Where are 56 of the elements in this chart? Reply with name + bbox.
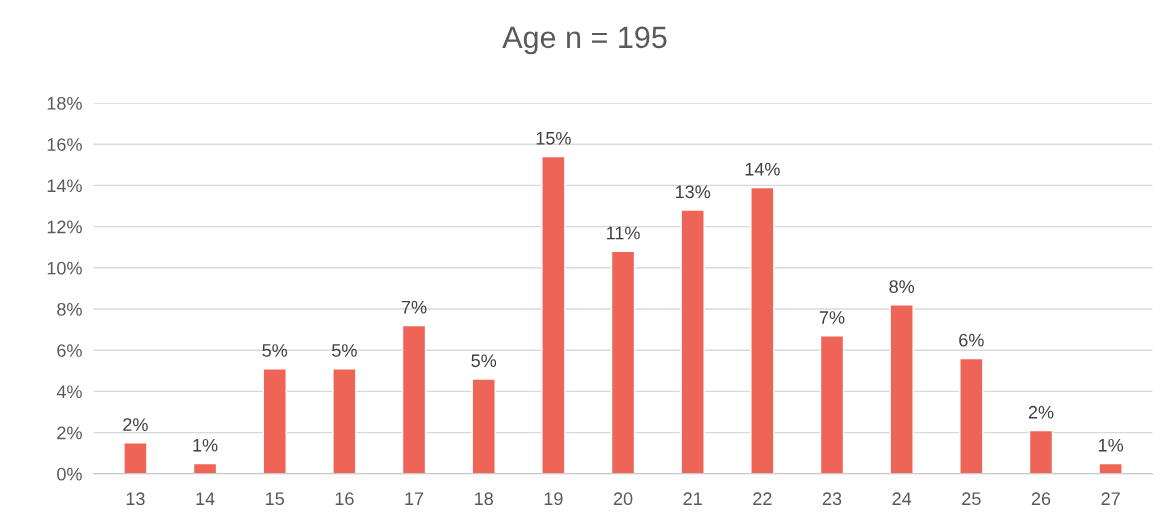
bar bbox=[680, 209, 705, 474]
bar bbox=[541, 155, 566, 474]
data-label: 15% bbox=[536, 131, 571, 145]
x-tick-label: 17 bbox=[405, 492, 424, 505]
x-tick-label: 18 bbox=[475, 492, 493, 506]
y-tick-label: 8% bbox=[57, 302, 82, 316]
y-tick-label: 0% bbox=[57, 467, 82, 481]
data-label: 8% bbox=[889, 280, 915, 293]
y-tick-label: 12% bbox=[47, 220, 82, 234]
chart-title: Age n = 195 bbox=[502, 26, 667, 55]
y-tick-label: 4% bbox=[56, 385, 82, 399]
y-tick-label: 2% bbox=[57, 426, 82, 440]
data-label: 1% bbox=[193, 438, 218, 452]
data-label: 5% bbox=[262, 344, 288, 357]
bar bbox=[471, 378, 496, 474]
bar bbox=[262, 368, 287, 474]
data-label: 7% bbox=[401, 300, 427, 314]
data-label: 1% bbox=[1098, 438, 1124, 452]
bar bbox=[192, 462, 218, 474]
bar bbox=[123, 442, 148, 474]
bar bbox=[1098, 462, 1123, 474]
data-label: 13% bbox=[675, 185, 711, 199]
x-tick-label: 24 bbox=[892, 492, 912, 505]
x-tick-label: 20 bbox=[613, 492, 633, 506]
bar bbox=[889, 304, 914, 474]
bar bbox=[1028, 429, 1054, 474]
data-label: 7% bbox=[819, 311, 845, 324]
data-label: 2% bbox=[123, 418, 148, 431]
y-tick-label: 18% bbox=[47, 96, 82, 110]
y-tick-label: 10% bbox=[47, 261, 82, 275]
x-tick-label: 23 bbox=[822, 492, 842, 506]
x-tick-label: 15 bbox=[266, 492, 284, 506]
bar bbox=[332, 368, 357, 474]
y-tick-label: 14% bbox=[47, 179, 82, 193]
bar bbox=[401, 324, 427, 474]
data-label: 11% bbox=[607, 226, 640, 240]
x-tick-label: 27 bbox=[1101, 492, 1120, 505]
data-label: 2% bbox=[1028, 405, 1054, 419]
y-tick-label: 6% bbox=[57, 344, 82, 357]
data-label: 5% bbox=[471, 354, 497, 368]
x-tick-label: 26 bbox=[1031, 492, 1051, 506]
bar bbox=[819, 335, 845, 474]
x-tick-label: 25 bbox=[962, 492, 981, 506]
bar bbox=[610, 250, 636, 474]
x-tick-label: 14 bbox=[196, 492, 215, 505]
x-tick-label: 19 bbox=[544, 492, 563, 506]
data-label: 6% bbox=[959, 333, 984, 347]
data-label: 5% bbox=[332, 344, 357, 357]
x-tick-label: 13 bbox=[126, 492, 145, 506]
x-tick-label: 22 bbox=[753, 492, 772, 505]
x-tick-label: 21 bbox=[683, 492, 702, 505]
bar bbox=[750, 186, 775, 474]
data-label: 14% bbox=[745, 162, 780, 176]
x-tick-label: 16 bbox=[335, 492, 354, 506]
bar bbox=[959, 357, 984, 474]
y-tick-label: 16% bbox=[47, 138, 82, 151]
